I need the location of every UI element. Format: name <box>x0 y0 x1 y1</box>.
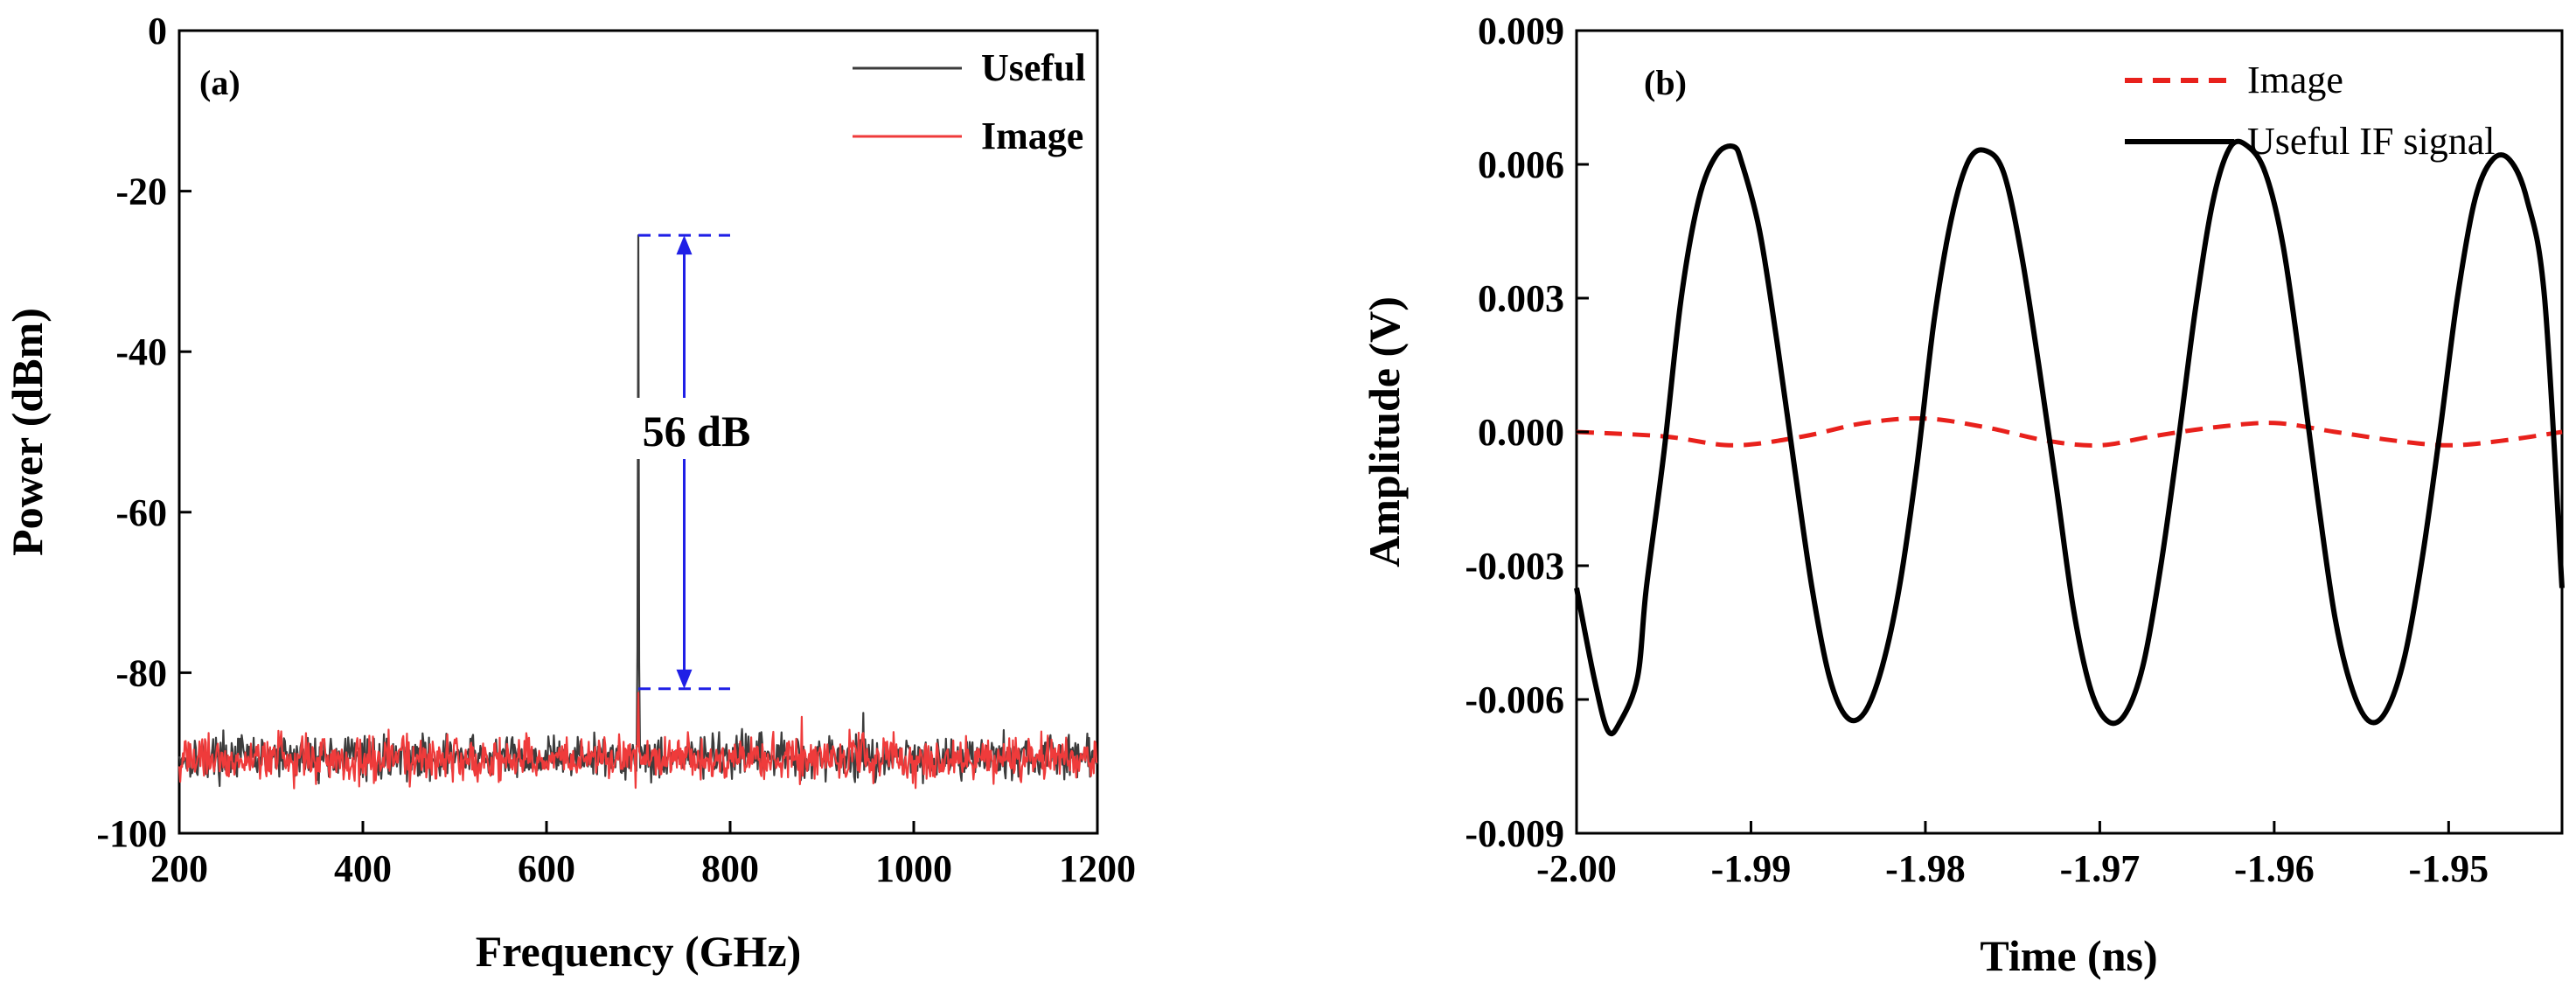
panel-b-y-tick-label: 0.003 <box>1478 277 1564 320</box>
panel-b-y-tick-label: 0.009 <box>1478 10 1564 52</box>
panel-a-annotation-group: 56 dB <box>631 233 751 691</box>
panel-a-series-group <box>178 234 1098 790</box>
panel-a-x-axis-label: Frequency (GHz) <box>476 927 802 976</box>
panel-a-axes-group: 200 400 600 800 1000 1200 0 -20 -40 -60 -80 -100 <box>96 10 1136 890</box>
panel-b-series-useful-if-signal-line <box>1574 138 2565 737</box>
panel-b-x-tick-label: -1.98 <box>1885 847 1966 890</box>
panel-a-y-tick-label: -100 <box>96 812 167 855</box>
panel-b-legend-label-image: Image <box>2247 59 2343 101</box>
panel-b-x-tick-label: -2.00 <box>1536 847 1617 890</box>
panel-a-annotation-label: 56 dB <box>643 407 751 456</box>
panel-a-y-tick-label: -40 <box>115 331 167 373</box>
panel-a-y-tick-label: -80 <box>115 651 167 694</box>
panel-b-x-tick-label: -1.97 <box>2060 847 2141 890</box>
panel-a-x-tick-label: 1000 <box>875 847 952 890</box>
panel-a-label: (a) <box>199 63 240 102</box>
panel-b-legend-label-useful-if-signal: Useful IF signal <box>2247 120 2496 163</box>
panel-b-axes-group: -2.00 -1.99 -1.98 -1.97 -1.96 -1.95 0.009 0.006… <box>1465 10 2489 890</box>
panel-a-y-tick-label: -20 <box>115 170 167 213</box>
panel-a-spectrum-chart: 56 dB 200 400 600 800 1000 1200 0 -20 -40 -60 -80 -… <box>3 10 1136 976</box>
panel-b-x-tick-label: -1.99 <box>1711 847 1792 890</box>
panel-a-y-axis-label: Power (dBm) <box>3 308 52 556</box>
panel-a-annotation-label-bg <box>631 398 737 459</box>
panel-b-x-axis-label: Time (ns) <box>1980 931 2157 980</box>
panel-b-y-axis-label: Amplitude (V) <box>1360 296 1409 567</box>
panel-b-y-tick-label: -0.009 <box>1465 812 1564 855</box>
panel-a-legend-label-useful: Useful <box>981 46 1086 89</box>
panel-a-annotation-arrow-up <box>676 235 693 255</box>
panel-a-series-image-line <box>178 692 1098 790</box>
panel-b-y-tick-label: -0.006 <box>1465 678 1564 721</box>
panel-b-y-tick-label: -0.003 <box>1465 545 1564 588</box>
panel-b-series-group <box>1574 138 2565 737</box>
panel-b-x-tick-label: -1.96 <box>2234 847 2315 890</box>
panel-b-label: (b) <box>1644 63 1687 102</box>
panel-a-y-tick-label: 0 <box>148 10 167 52</box>
panel-b-x-tick-label: -1.95 <box>2409 847 2489 890</box>
panel-b-legend: Image Useful IF signal <box>2125 59 2496 163</box>
panel-a-legend-label-image: Image <box>981 115 1083 157</box>
panel-a-x-tick-label: 600 <box>518 847 575 890</box>
panel-a-x-tick-label: 1200 <box>1059 847 1136 890</box>
panel-a-legend: Useful Image <box>853 46 1086 157</box>
panel-a-x-tick-label: 200 <box>150 847 208 890</box>
panel-a-annotation-arrow-down <box>676 669 693 689</box>
panel-b-y-tick-label: 0.000 <box>1478 411 1564 454</box>
panel-b-y-tick-label: 0.006 <box>1478 143 1564 186</box>
panel-a-x-tick-label: 800 <box>701 847 759 890</box>
panel-a-plot-frame <box>178 29 1099 835</box>
panel-a-x-tick-label: 400 <box>334 847 392 890</box>
panel-b-series-image-line <box>1576 416 2563 448</box>
panel-a-y-tick-label: -60 <box>115 491 167 534</box>
panel-b-waveform-chart: -2.00 -1.99 -1.98 -1.97 -1.96 -1.95 0.009 0.006… <box>1360 10 2565 980</box>
